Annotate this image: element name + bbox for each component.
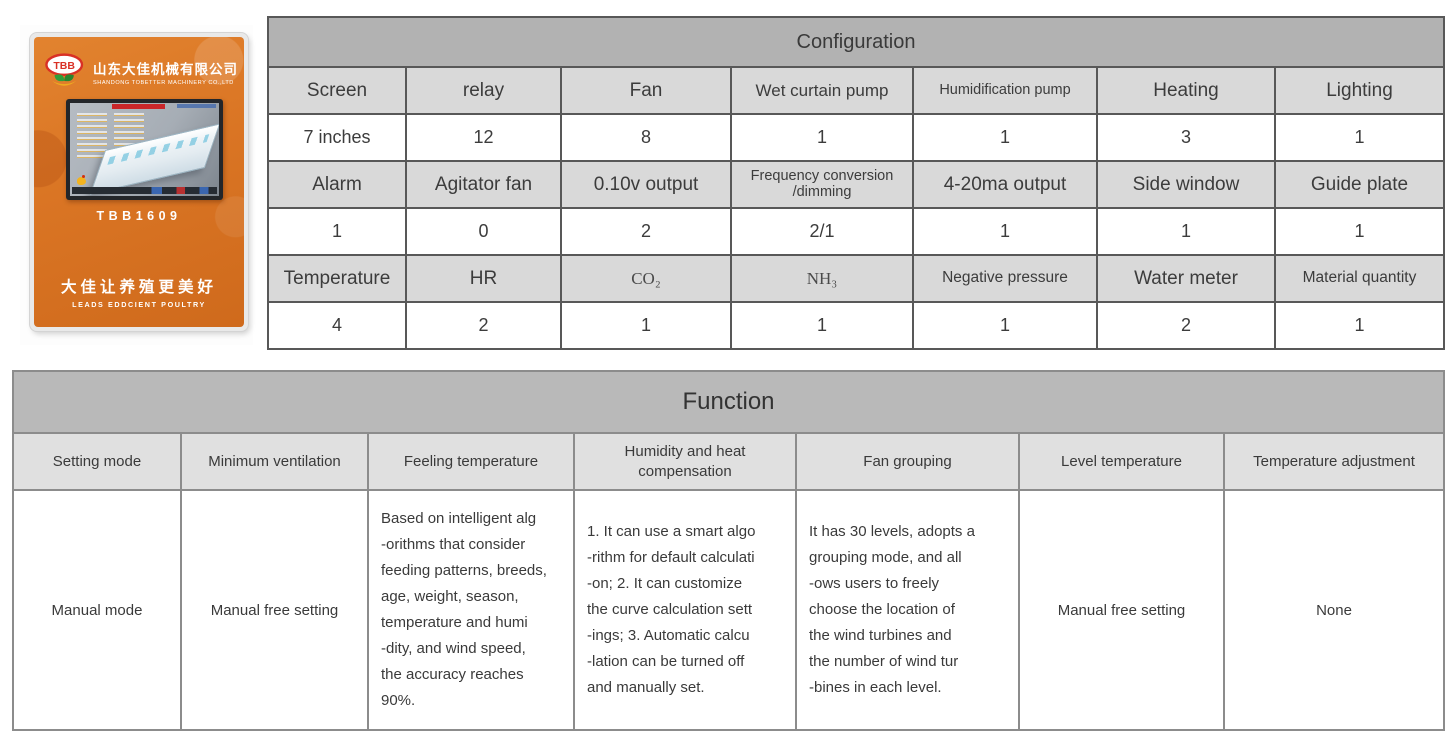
config-value-0-10v-output: 2 — [560, 207, 732, 256]
poultry-house-3d-render — [89, 123, 219, 195]
function-header-feeling-temperature: Feeling temperature — [367, 432, 575, 491]
config-value-nh3: 1 — [730, 301, 914, 350]
config-label-wet-curtain-pump: Wet curtain pump — [730, 66, 914, 115]
config-value-frequency-conversion-dimming: 2/1 — [730, 207, 914, 256]
config-value-material-quantity: 1 — [1274, 301, 1445, 350]
config-value-relay: 12 — [405, 113, 562, 162]
chicken-body — [77, 177, 86, 185]
function-header-fan-grouping: Fan grouping — [795, 432, 1020, 491]
device-front-panel: TBB 山东大佳机械有限公司 SHANDONG TOBETTER MACHINE… — [34, 37, 244, 327]
controller-screen — [66, 99, 223, 200]
config-value-screen: 7 inches — [267, 113, 407, 162]
config-label-side-window: Side window — [1096, 160, 1276, 209]
function-body-feeling-temperature: Based on intelligent alg -orithms that c… — [367, 489, 575, 731]
config-value-wet-curtain-pump: 1 — [730, 113, 914, 162]
config-label-material-quantity: Material quantity — [1274, 254, 1445, 303]
function-title: Function — [12, 370, 1445, 434]
configuration-table: Configuration Screen relay Fan Wet curta… — [267, 16, 1445, 350]
config-label-lighting: Lighting — [1274, 66, 1445, 115]
config-label-temperature: Temperature — [267, 254, 407, 303]
config-value-temperature: 4 — [267, 301, 407, 350]
config-label-4-20ma-output: 4-20ma output — [912, 160, 1098, 209]
function-body-level-temperature: Manual free setting — [1018, 489, 1225, 731]
function-body-fan-grouping: It has 30 levels, adopts a grouping mode… — [795, 489, 1020, 731]
config-label-relay: relay — [405, 66, 562, 115]
screen-data-column-left — [77, 113, 107, 161]
config-label-0-10v-output: 0.10v output — [560, 160, 732, 209]
config-label-frequency-conversion-dimming: Frequency conversion /dimming — [730, 160, 914, 209]
config-value-negative-pressure: 1 — [912, 301, 1098, 350]
config-label-fan: Fan — [560, 66, 732, 115]
config-label-agitator-fan: Agitator fan — [405, 160, 562, 209]
configuration-title: Configuration — [267, 16, 1445, 68]
company-name-block: 山东大佳机械有限公司 SHANDONG TOBETTER MACHINERY C… — [93, 58, 238, 86]
config-label-guide-plate: Guide plate — [1274, 160, 1445, 209]
config-label-co2: CO₂ — [560, 254, 732, 303]
config-value-alarm: 1 — [267, 207, 407, 256]
function-header-setting-mode: Setting mode — [12, 432, 182, 491]
config-label-heating: Heating — [1096, 66, 1276, 115]
config-value-heating: 3 — [1096, 113, 1276, 162]
product-photo: TBB 山东大佳机械有限公司 SHANDONG TOBETTER MACHINE… — [20, 25, 253, 345]
slogan-en: LEADS EDDCIENT POULTRY — [72, 300, 206, 309]
controller-device: TBB 山东大佳机械有限公司 SHANDONG TOBETTER MACHINE… — [30, 33, 248, 331]
function-body-humidity-heat-compensation: 1. It can use a smart algo -rithm for de… — [573, 489, 797, 731]
company-name-cn: 山东大佳机械有限公司 — [93, 62, 238, 77]
function-body-setting-mode: Manual mode — [12, 489, 182, 731]
function-body-minimum-ventilation: Manual free setting — [180, 489, 369, 731]
screen-content — [70, 103, 219, 196]
config-value-humidification-pump: 1 — [912, 113, 1098, 162]
config-label-alarm: Alarm — [267, 160, 407, 209]
function-header-humidity-heat-compensation: Humidity and heat compensation — [573, 432, 797, 491]
config-label-screen: Screen — [267, 66, 407, 115]
screen-titlebar — [111, 104, 166, 109]
function-header-temperature-adjustment: Temperature adjustment — [1223, 432, 1445, 491]
function-body-temperature-adjustment: None — [1223, 489, 1445, 731]
config-value-lighting: 1 — [1274, 113, 1445, 162]
config-value-water-meter: 2 — [1096, 301, 1276, 350]
screen-datetime-bar — [177, 104, 216, 108]
config-label-negative-pressure: Negative pressure — [912, 254, 1098, 303]
model-number: TBB1609 — [96, 209, 182, 223]
company-name-en: SHANDONG TOBETTER MACHINERY CO.,LTD — [93, 80, 234, 86]
chicken-comb — [82, 175, 85, 178]
slogan-cn: 大佳让养殖更美好 — [60, 279, 217, 296]
config-label-humidification-pump: Humidification pump — [912, 66, 1098, 115]
config-label-water-meter: Water meter — [1096, 254, 1276, 303]
tbb-logo-icon: TBB — [45, 53, 84, 86]
brand-header: TBB 山东大佳机械有限公司 SHANDONG TOBETTER MACHINE… — [44, 49, 238, 95]
config-value-hr: 2 — [405, 301, 562, 350]
config-value-4-20ma-output: 1 — [912, 207, 1098, 256]
config-value-side-window: 1 — [1096, 207, 1276, 256]
function-header-level-temperature: Level temperature — [1018, 432, 1225, 491]
screen-bottom-bar — [72, 187, 217, 194]
config-value-co2: 1 — [560, 301, 732, 350]
laurel-arc-icon — [52, 80, 77, 86]
leaf-right-icon — [64, 74, 74, 82]
function-table: Function Setting mode Minimum ventilatio… — [12, 370, 1445, 731]
config-value-fan: 8 — [560, 113, 732, 162]
leaf-left-icon — [54, 74, 65, 82]
function-header-minimum-ventilation: Minimum ventilation — [180, 432, 369, 491]
config-label-hr: HR — [405, 254, 562, 303]
config-value-agitator-fan: 0 — [405, 207, 562, 256]
slogan-block: 大佳让养殖更美好 LEADS EDDCIENT POULTRY — [34, 275, 244, 309]
config-label-nh3: NH₃ — [730, 254, 914, 303]
tbb-logo-text: TBB — [53, 60, 75, 72]
chicken-icon — [77, 175, 88, 185]
config-value-guide-plate: 1 — [1274, 207, 1445, 256]
